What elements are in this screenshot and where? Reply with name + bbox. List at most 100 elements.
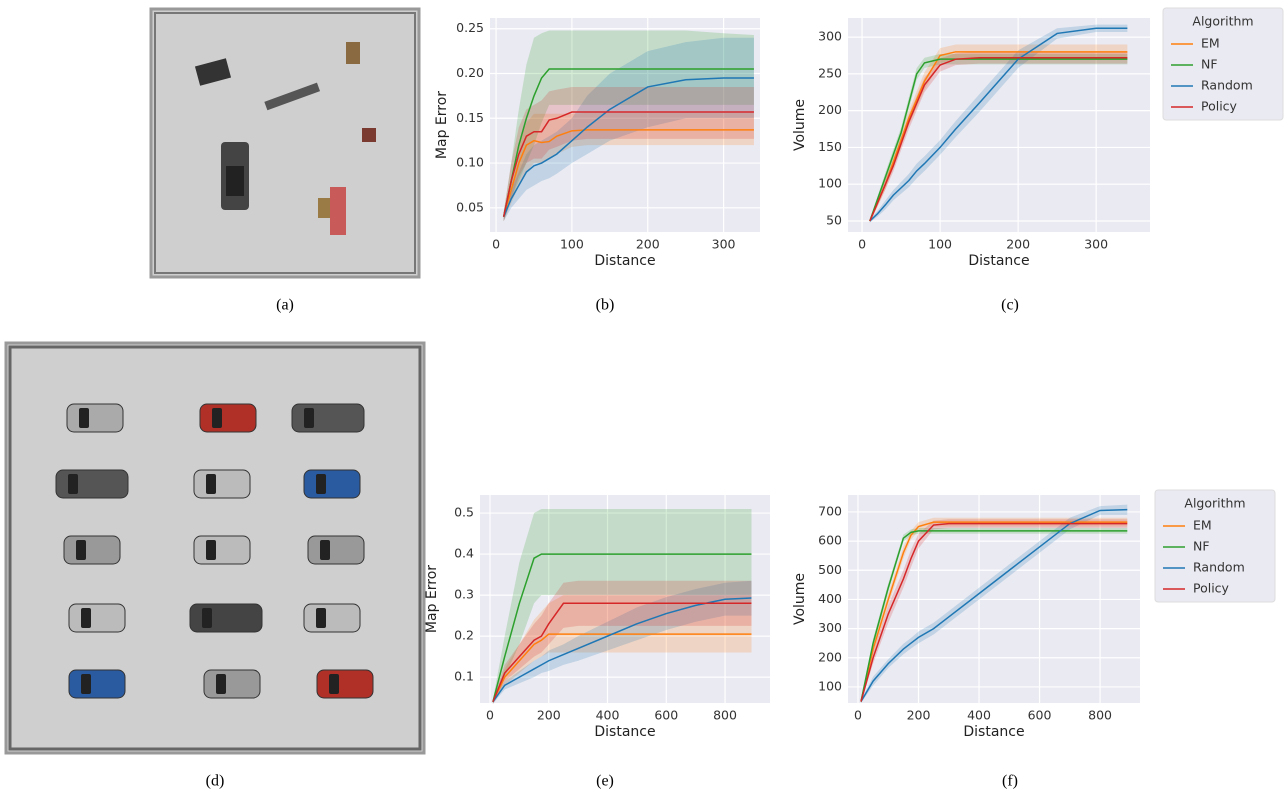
x-tick-label: 300 <box>712 237 736 252</box>
x-tick-label: 0 <box>492 237 500 252</box>
y-tick-label: 600 <box>818 533 842 548</box>
legend-label: Policy <box>1201 99 1238 114</box>
y-axis-label: Volume <box>792 573 808 625</box>
vehicle <box>56 470 128 498</box>
y-axis-label: Map Error <box>424 565 440 633</box>
vehicle-window <box>316 608 326 628</box>
object <box>318 198 330 218</box>
y-axis-label: Volume <box>792 99 808 151</box>
legend-title: Algorithm <box>1184 496 1245 511</box>
x-tick-label: 200 <box>907 708 931 723</box>
vehicle-window <box>202 608 212 628</box>
vehicle-window <box>206 540 216 560</box>
vehicle <box>226 166 244 196</box>
x-tick-label: 300 <box>1084 237 1108 252</box>
vehicle-window <box>76 540 86 560</box>
y-tick-label: 0.1 <box>454 669 474 684</box>
y-tick-label: 400 <box>818 591 842 606</box>
y-tick-label: 0.5 <box>454 505 474 520</box>
vehicle <box>69 670 125 698</box>
y-tick-label: 50 <box>826 212 842 227</box>
scene-d <box>6 343 424 753</box>
panel-caption: (b) <box>596 297 615 314</box>
y-tick-label: 100 <box>818 176 842 191</box>
legend-label: EM <box>1201 36 1220 51</box>
y-tick-label: 100 <box>818 678 842 693</box>
panel-caption: (f) <box>1002 773 1018 790</box>
vehicle <box>194 470 250 498</box>
x-axis-label: Distance <box>594 253 655 269</box>
vehicle-window <box>206 474 216 494</box>
object <box>362 128 376 142</box>
vehicle <box>317 670 373 698</box>
vehicle-window <box>216 674 226 694</box>
vehicle <box>308 536 364 564</box>
legend: Algorithm EM NF Random Policy <box>1155 490 1275 602</box>
x-tick-label: 600 <box>654 708 678 723</box>
x-axis-label: Distance <box>594 724 655 740</box>
panel-caption: (e) <box>596 773 614 790</box>
y-tick-label: 0.3 <box>454 587 474 602</box>
x-axis-label: Distance <box>968 253 1029 269</box>
y-tick-label: 0.15 <box>456 110 484 125</box>
vehicle <box>292 404 364 432</box>
x-tick-label: 400 <box>967 708 991 723</box>
legend-label: EM <box>1193 518 1212 533</box>
vehicle-window <box>329 674 339 694</box>
legend-label: NF <box>1193 539 1210 554</box>
y-tick-label: 200 <box>818 102 842 117</box>
vehicle-window <box>81 608 91 628</box>
vehicle <box>204 670 260 698</box>
vehicle <box>194 536 250 564</box>
y-tick-label: 0.20 <box>456 65 484 80</box>
vehicle <box>69 604 125 632</box>
scene-frame <box>151 9 419 277</box>
x-tick-label: 400 <box>596 708 620 723</box>
y-tick-label: 0.2 <box>454 628 474 643</box>
scene-a <box>151 9 419 277</box>
legend-label: NF <box>1201 57 1218 72</box>
x-tick-label: 200 <box>1006 237 1030 252</box>
x-tick-label: 200 <box>537 708 561 723</box>
y-tick-label: 300 <box>818 620 842 635</box>
legend-title: Algorithm <box>1192 14 1253 29</box>
vehicle-window <box>320 540 330 560</box>
legend: Algorithm EM NF Random Policy <box>1163 8 1283 120</box>
vehicle <box>200 404 256 432</box>
vehicle <box>304 470 360 498</box>
vehicle-window <box>316 474 326 494</box>
y-tick-label: 250 <box>818 65 842 80</box>
legend-label: Random <box>1201 78 1253 93</box>
panel-caption: (c) <box>1001 297 1019 314</box>
y-tick-label: 700 <box>818 503 842 518</box>
vehicle-window <box>79 408 89 428</box>
vehicle-window <box>212 408 222 428</box>
y-tick-label: 300 <box>818 29 842 44</box>
x-tick-label: 0 <box>854 708 862 723</box>
y-axis-label: Map Error <box>434 91 450 159</box>
x-tick-label: 200 <box>636 237 660 252</box>
object <box>330 187 346 235</box>
panel-caption: (d) <box>206 773 225 790</box>
x-tick-label: 800 <box>1088 708 1112 723</box>
vehicle-window <box>81 674 91 694</box>
figure: (a)(b)(c)(d)(e)(f)01002003000.050.100.15… <box>0 0 1285 794</box>
vehicle <box>64 536 120 564</box>
x-tick-label: 100 <box>928 237 952 252</box>
vehicle <box>304 604 360 632</box>
x-tick-label: 0 <box>858 237 866 252</box>
y-tick-label: 200 <box>818 649 842 664</box>
legend-label: Policy <box>1193 581 1230 596</box>
object <box>346 42 360 64</box>
vehicle-window <box>304 408 314 428</box>
x-tick-label: 800 <box>713 708 737 723</box>
legend-label: Random <box>1193 560 1245 575</box>
x-axis-label: Distance <box>963 724 1024 740</box>
y-tick-label: 0.4 <box>454 546 474 561</box>
vehicle-window <box>68 474 78 494</box>
panel-caption: (a) <box>276 297 294 314</box>
